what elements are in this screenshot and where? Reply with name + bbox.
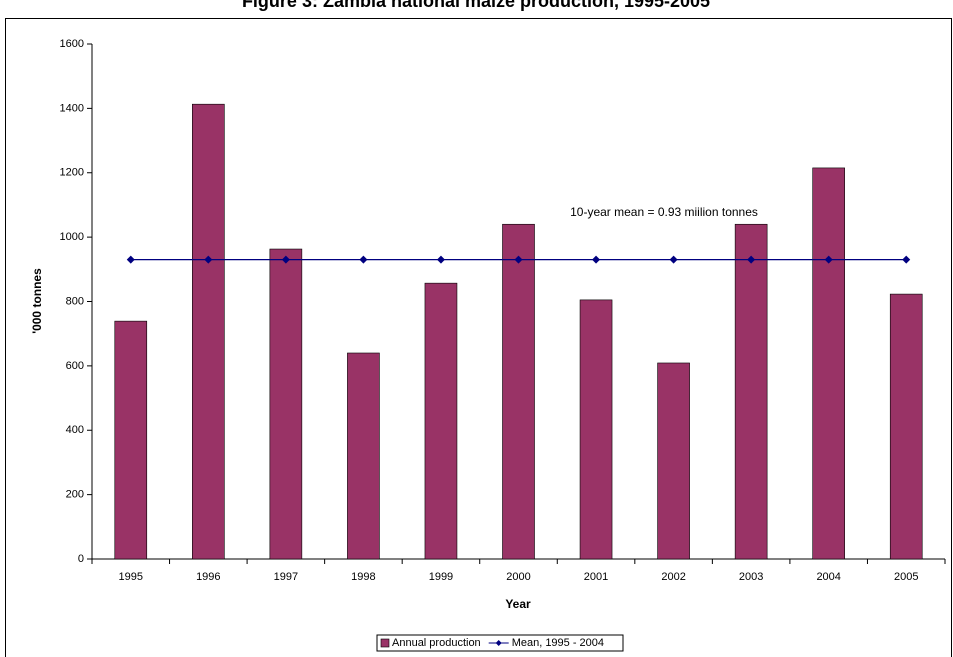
mean-marker <box>902 255 911 264</box>
y-tick-label: 1400 <box>60 102 84 114</box>
y-axis-label: '000 tonnes <box>30 268 44 334</box>
mean-marker <box>747 255 756 264</box>
bar <box>114 320 148 560</box>
legend-swatch <box>380 638 390 648</box>
bar <box>889 293 923 560</box>
legend-label: Annual production <box>392 637 481 649</box>
bar <box>192 103 225 560</box>
x-tick-label: 2000 <box>506 571 530 583</box>
bar <box>269 248 303 560</box>
bar <box>579 299 613 560</box>
mean-marker <box>592 255 601 264</box>
x-axis-label: Year <box>505 597 531 611</box>
mean-marker <box>281 255 290 264</box>
y-tick-label: 1200 <box>60 167 84 179</box>
y-tick-label: 200 <box>66 489 84 501</box>
x-tick-label: 2001 <box>584 571 608 583</box>
y-tick-label: 400 <box>66 424 84 436</box>
bar <box>502 223 535 560</box>
x-tick-label: 1996 <box>196 571 220 583</box>
x-tick-label: 2002 <box>661 571 685 583</box>
bar <box>734 223 768 560</box>
chart-title: Figure 3: Zambia national maize producti… <box>242 0 710 11</box>
bar <box>347 352 380 560</box>
mean-marker <box>824 255 833 264</box>
bar <box>424 282 458 560</box>
mean-marker <box>669 255 678 264</box>
mean-marker <box>204 255 213 264</box>
x-tick-label: 1998 <box>351 571 375 583</box>
mean-marker <box>359 255 368 264</box>
mean-marker <box>436 255 445 264</box>
x-tick-label: 2005 <box>894 571 918 583</box>
x-tick-label: 2003 <box>739 571 763 583</box>
mean-marker <box>126 255 135 264</box>
x-tick-label: 1997 <box>274 571 298 583</box>
bar <box>812 167 845 560</box>
y-tick-label: 1000 <box>60 231 84 243</box>
chart-border <box>5 18 952 657</box>
x-tick-label: 2004 <box>816 571 840 583</box>
y-tick-label: 1600 <box>60 38 84 50</box>
y-tick-label: 800 <box>66 295 84 307</box>
annotation: 10-year mean = 0.93 miilion tonnes <box>570 205 758 219</box>
legend-label: Mean, 1995 - 2004 <box>512 637 604 649</box>
bar <box>657 362 690 560</box>
y-tick-label: 600 <box>66 360 84 372</box>
mean-marker <box>514 255 523 264</box>
x-tick-label: 1999 <box>429 571 453 583</box>
y-tick-label: 0 <box>78 553 84 565</box>
x-tick-label: 1995 <box>119 571 143 583</box>
legend-marker <box>495 640 502 646</box>
